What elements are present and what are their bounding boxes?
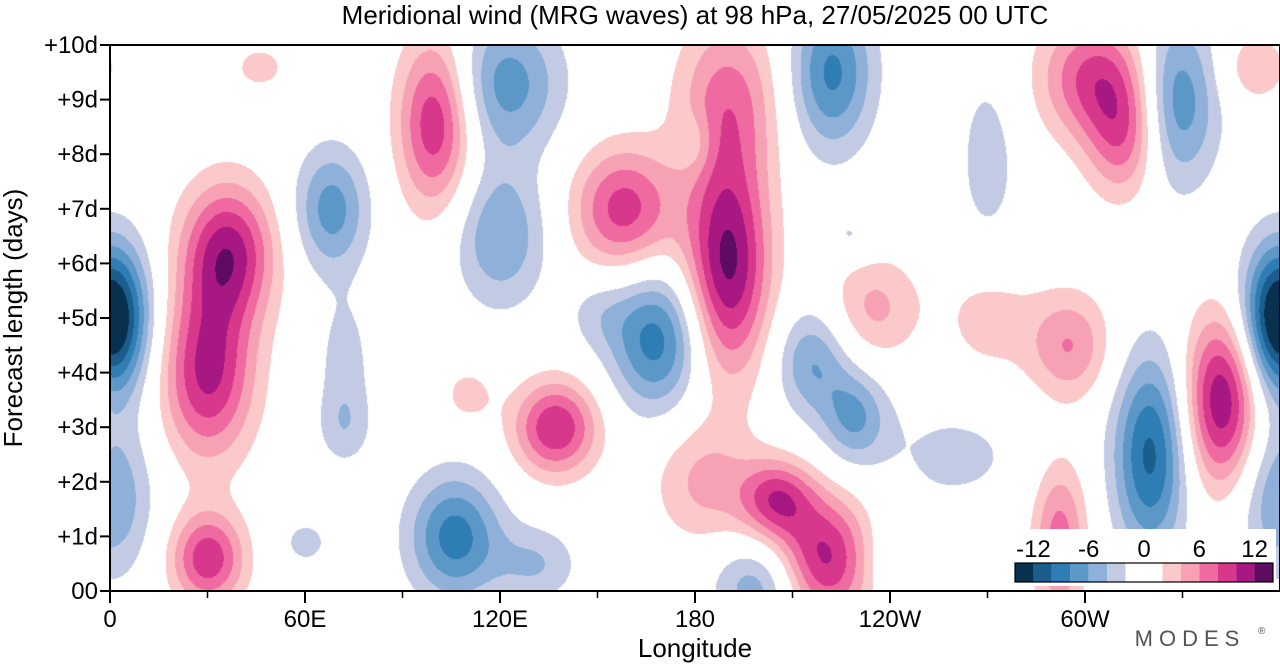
x-tick-label: 60W — [1060, 606, 1110, 633]
chart-title: Meridional wind (MRG waves) at 98 hPa, 2… — [342, 0, 1049, 30]
y-tick-label: +1d — [57, 523, 98, 550]
colorbar-label: -12 — [1016, 536, 1051, 563]
colorbar-label: -6 — [1078, 536, 1099, 563]
colorbar-swatch — [1015, 563, 1034, 582]
logo-text: MODES — [1135, 626, 1246, 651]
colorbar-swatch — [1236, 563, 1255, 582]
colorbar-swatch — [1162, 563, 1181, 582]
y-tick-label: +4d — [57, 360, 98, 387]
y-tick-label: +7d — [57, 196, 98, 223]
x-tick-label: 120W — [859, 606, 922, 633]
plot-area — [109, 44, 1280, 592]
colorbar-label: 6 — [1193, 536, 1206, 563]
colorbar-swatches — [1012, 529, 1276, 586]
colorbar-label: 12 — [1241, 536, 1268, 563]
colorbar-label: 0 — [1137, 536, 1150, 563]
y-tick-label: +6d — [57, 250, 98, 277]
y-axis-label: Forecast length (days) — [0, 189, 28, 448]
y-tick-label: +10d — [44, 32, 98, 59]
colorbar-swatch — [1125, 563, 1163, 582]
colorbar-swatch — [1107, 563, 1126, 582]
colorbar-swatch — [1033, 563, 1052, 582]
colorbar-swatch — [1070, 563, 1089, 582]
x-tick-label: 120E — [472, 606, 528, 633]
y-axis: 00 +1d +2d +3d +4d +5d +6d +7d +8d +9d +10d — [44, 32, 110, 605]
colorbar-labels: -12 -6 0 6 12 — [1016, 536, 1268, 563]
y-tick-label: +5d — [57, 305, 98, 332]
colorbar-swatch — [1199, 563, 1218, 582]
y-tick-label: 00 — [71, 578, 98, 605]
colorbar-swatch — [1217, 563, 1237, 582]
x-tick-label: 60E — [284, 606, 327, 633]
y-tick-label: +9d — [57, 87, 98, 114]
colorbar-swatch — [1180, 563, 1200, 582]
colorbar-swatch — [1051, 563, 1071, 582]
colorbar: -12 -6 0 6 12 — [1012, 529, 1276, 586]
x-tick-label: 180 — [675, 606, 715, 633]
modes-logo: MODES ® — [1135, 626, 1266, 651]
colorbar-frame — [1014, 562, 1274, 583]
x-axis-label: Longitude — [638, 633, 752, 663]
x-tick-label: 0 — [103, 606, 116, 633]
x-axis: 0 60E 120E 180 120W 60W — [103, 591, 1184, 633]
heatmap-field — [110, 45, 1280, 591]
y-tick-label: +2d — [57, 469, 98, 496]
y-tick-label: +8d — [57, 141, 98, 168]
colorbar-swatch — [1254, 563, 1273, 582]
colorbar-swatch — [1088, 563, 1108, 582]
y-tick-label: +3d — [57, 414, 98, 441]
logo-mark: ® — [1258, 626, 1266, 637]
